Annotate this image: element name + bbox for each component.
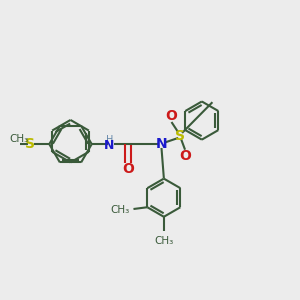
Text: O: O — [166, 109, 177, 123]
Text: N: N — [156, 137, 167, 151]
Text: S: S — [26, 137, 35, 151]
Text: CH₃: CH₃ — [154, 236, 173, 246]
Text: O: O — [179, 148, 191, 163]
Text: S: S — [175, 129, 185, 143]
Text: CH₃: CH₃ — [9, 134, 28, 143]
Text: H: H — [106, 135, 113, 145]
Text: N: N — [104, 139, 115, 152]
Text: CH₃: CH₃ — [110, 205, 130, 214]
Text: O: O — [122, 162, 134, 176]
